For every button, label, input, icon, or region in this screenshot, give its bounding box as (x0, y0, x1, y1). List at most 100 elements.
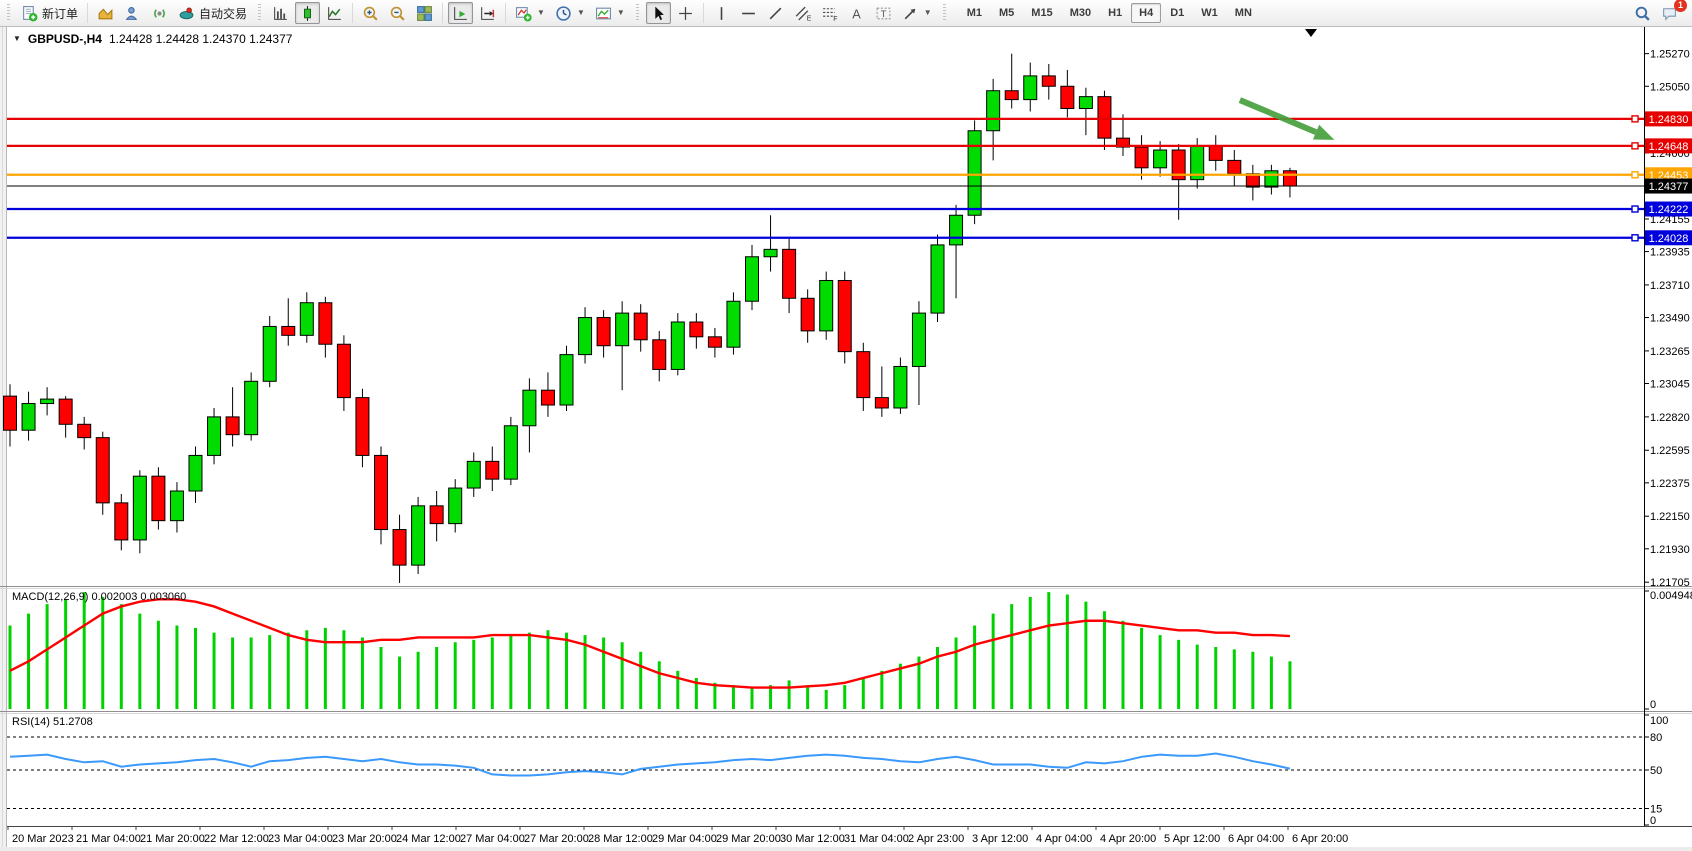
indicators-icon (516, 6, 532, 21)
svg-text:6 Apr 04:00: 6 Apr 04:00 (1228, 833, 1284, 845)
svg-text:1.24377: 1.24377 (1649, 181, 1689, 193)
timeframe-toolbar: M1 M5 M15 M30 H1 H4 D1 W1 MN (959, 3, 1260, 23)
timeframe-m15[interactable]: M15 (1023, 3, 1060, 23)
vertical-line-button[interactable] (709, 2, 734, 24)
timeframe-mn[interactable]: MN (1227, 3, 1260, 23)
dropdown-caret-icon: ▼ (923, 8, 932, 17)
line-chart-icon (328, 6, 341, 20)
horizontal-line-button[interactable] (736, 2, 761, 24)
svg-text:27 Mar 04:00: 27 Mar 04:00 (460, 833, 525, 845)
toolbar-separator (505, 3, 507, 23)
zoom-in-button[interactable] (358, 2, 383, 24)
svg-text:30 Mar 12:00: 30 Mar 12:00 (780, 833, 845, 845)
charts-button[interactable] (93, 2, 118, 24)
signals-button[interactable] (147, 2, 172, 24)
svg-text:23 Mar 04:00: 23 Mar 04:00 (268, 833, 333, 845)
indicators-button[interactable]: ▼ (511, 2, 549, 24)
trendline-button[interactable] (763, 2, 788, 24)
toolbar-separator (702, 3, 704, 23)
timeframe-h4[interactable]: H4 (1131, 3, 1162, 23)
fibonacci-icon: F (822, 7, 837, 22)
auto-scroll-icon (454, 6, 467, 20)
svg-text:T: T (880, 9, 886, 20)
chart-shift-marker[interactable] (1305, 29, 1317, 37)
search-icon (1635, 6, 1650, 21)
navigator-button[interactable] (120, 2, 145, 24)
dropdown-caret-icon: ▼ (537, 8, 545, 17)
svg-text:29 Mar 20:00: 29 Mar 20:00 (716, 833, 781, 845)
collapse-triangle-icon[interactable]: ▼ (13, 33, 21, 43)
text-button[interactable]: A (844, 2, 869, 24)
chart-shift-button[interactable] (475, 2, 500, 24)
new-order-button[interactable]: 新订单 (17, 2, 82, 24)
zoom-out-button[interactable] (385, 2, 410, 24)
signals-icon (154, 8, 165, 18)
zoom-in-icon (363, 6, 378, 21)
text-label-button[interactable]: T (871, 2, 896, 24)
timeframe-h1[interactable]: H1 (1100, 3, 1130, 23)
toolbar-drag-handle[interactable] (258, 4, 262, 22)
bar-chart-icon (274, 6, 287, 20)
svg-text:27 Mar 20:00: 27 Mar 20:00 (524, 833, 589, 845)
dropdown-caret-icon: ▼ (616, 8, 625, 17)
svg-text:3 Apr 12:00: 3 Apr 12:00 (972, 833, 1028, 845)
toolbar-drag-handle[interactable] (635, 4, 639, 22)
chart-canvas[interactable]: 1.252701.250501.246001.241551.239351.237… (0, 27, 1692, 851)
equidistant-channel-button[interactable]: E (790, 2, 815, 24)
svg-text:100: 100 (1650, 715, 1668, 727)
notifications-button[interactable]: 1 (1657, 0, 1687, 24)
svg-text:22 Mar 12:00: 22 Mar 12:00 (204, 833, 269, 845)
svg-text:1.23045: 1.23045 (1650, 379, 1690, 391)
navigator-icon (125, 6, 138, 20)
crosshair-button[interactable] (673, 2, 698, 24)
text-label-icon: T (876, 7, 891, 20)
svg-text:4 Apr 04:00: 4 Apr 04:00 (1036, 833, 1092, 845)
svg-text:4 Apr 20:00: 4 Apr 20:00 (1100, 833, 1156, 845)
arrows-button[interactable]: ▼ (898, 2, 936, 24)
svg-text:1.24648: 1.24648 (1649, 141, 1689, 153)
svg-text:1.22595: 1.22595 (1650, 445, 1690, 457)
toolbar-separator (442, 3, 444, 23)
timeframe-w1[interactable]: W1 (1193, 3, 1226, 23)
arrows-icon (904, 8, 916, 19)
svg-text:1.25050: 1.25050 (1650, 81, 1690, 93)
main-toolbar: 新订单 自动交易 (0, 0, 1692, 27)
svg-text:21 Mar 04:00: 21 Mar 04:00 (76, 833, 141, 845)
dropdown-caret-icon: ▼ (576, 8, 585, 17)
search-button[interactable] (1630, 2, 1655, 24)
equidistant-channel-icon: E (795, 6, 811, 22)
line-chart-button[interactable] (322, 2, 347, 24)
auto-scroll-button[interactable] (448, 2, 474, 24)
svg-text:28 Mar 12:00: 28 Mar 12:00 (588, 833, 653, 845)
svg-text:1.24028: 1.24028 (1649, 233, 1689, 245)
chart-title: ▼ GBPUSD-,H4 1.24428 1.24428 1.24370 1.2… (13, 32, 292, 46)
bar-chart-button[interactable] (268, 2, 293, 24)
svg-text:24 Mar 12:00: 24 Mar 12:00 (396, 833, 461, 845)
svg-text:1.23265: 1.23265 (1650, 346, 1690, 358)
svg-text:1.23710: 1.23710 (1650, 280, 1690, 292)
autotrading-button[interactable]: 自动交易 (174, 2, 251, 24)
periods-button[interactable]: ▼ (551, 2, 589, 24)
svg-text:1.21930: 1.21930 (1650, 544, 1690, 556)
svg-text:80: 80 (1650, 732, 1662, 744)
autotrading-label: 自动交易 (199, 6, 248, 21)
timeframe-m1[interactable]: M1 (959, 3, 990, 23)
timeframe-m30[interactable]: M30 (1062, 3, 1099, 23)
fibonacci-button[interactable]: F (817, 2, 842, 24)
timeframe-m5[interactable]: M5 (991, 3, 1022, 23)
candlestick-chart-button[interactable] (295, 2, 321, 24)
svg-text:1.24155: 1.24155 (1650, 214, 1690, 226)
timeframe-d1[interactable]: D1 (1162, 3, 1192, 23)
cursor-button[interactable] (645, 2, 671, 24)
trend-arrow-annotation[interactable] (1238, 97, 1335, 140)
chart-shift-icon (481, 6, 495, 20)
new-order-label: 新订单 (42, 6, 79, 21)
svg-text:1.21705: 1.21705 (1650, 577, 1690, 589)
templates-button[interactable]: ▼ (591, 2, 629, 24)
cursor-icon (655, 6, 664, 20)
toolbar-drag-handle[interactable] (7, 4, 10, 22)
svg-text:A: A (852, 6, 861, 21)
svg-text:15: 15 (1650, 804, 1662, 816)
tile-windows-button[interactable] (412, 2, 437, 24)
toolbar-drag-handle[interactable] (942, 4, 946, 22)
